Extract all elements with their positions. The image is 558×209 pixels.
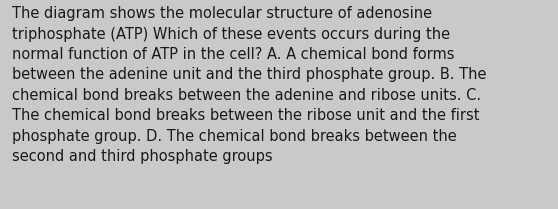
Text: The diagram shows the molecular structure of adenosine
triphosphate (ATP) Which : The diagram shows the molecular structur…: [12, 6, 487, 164]
